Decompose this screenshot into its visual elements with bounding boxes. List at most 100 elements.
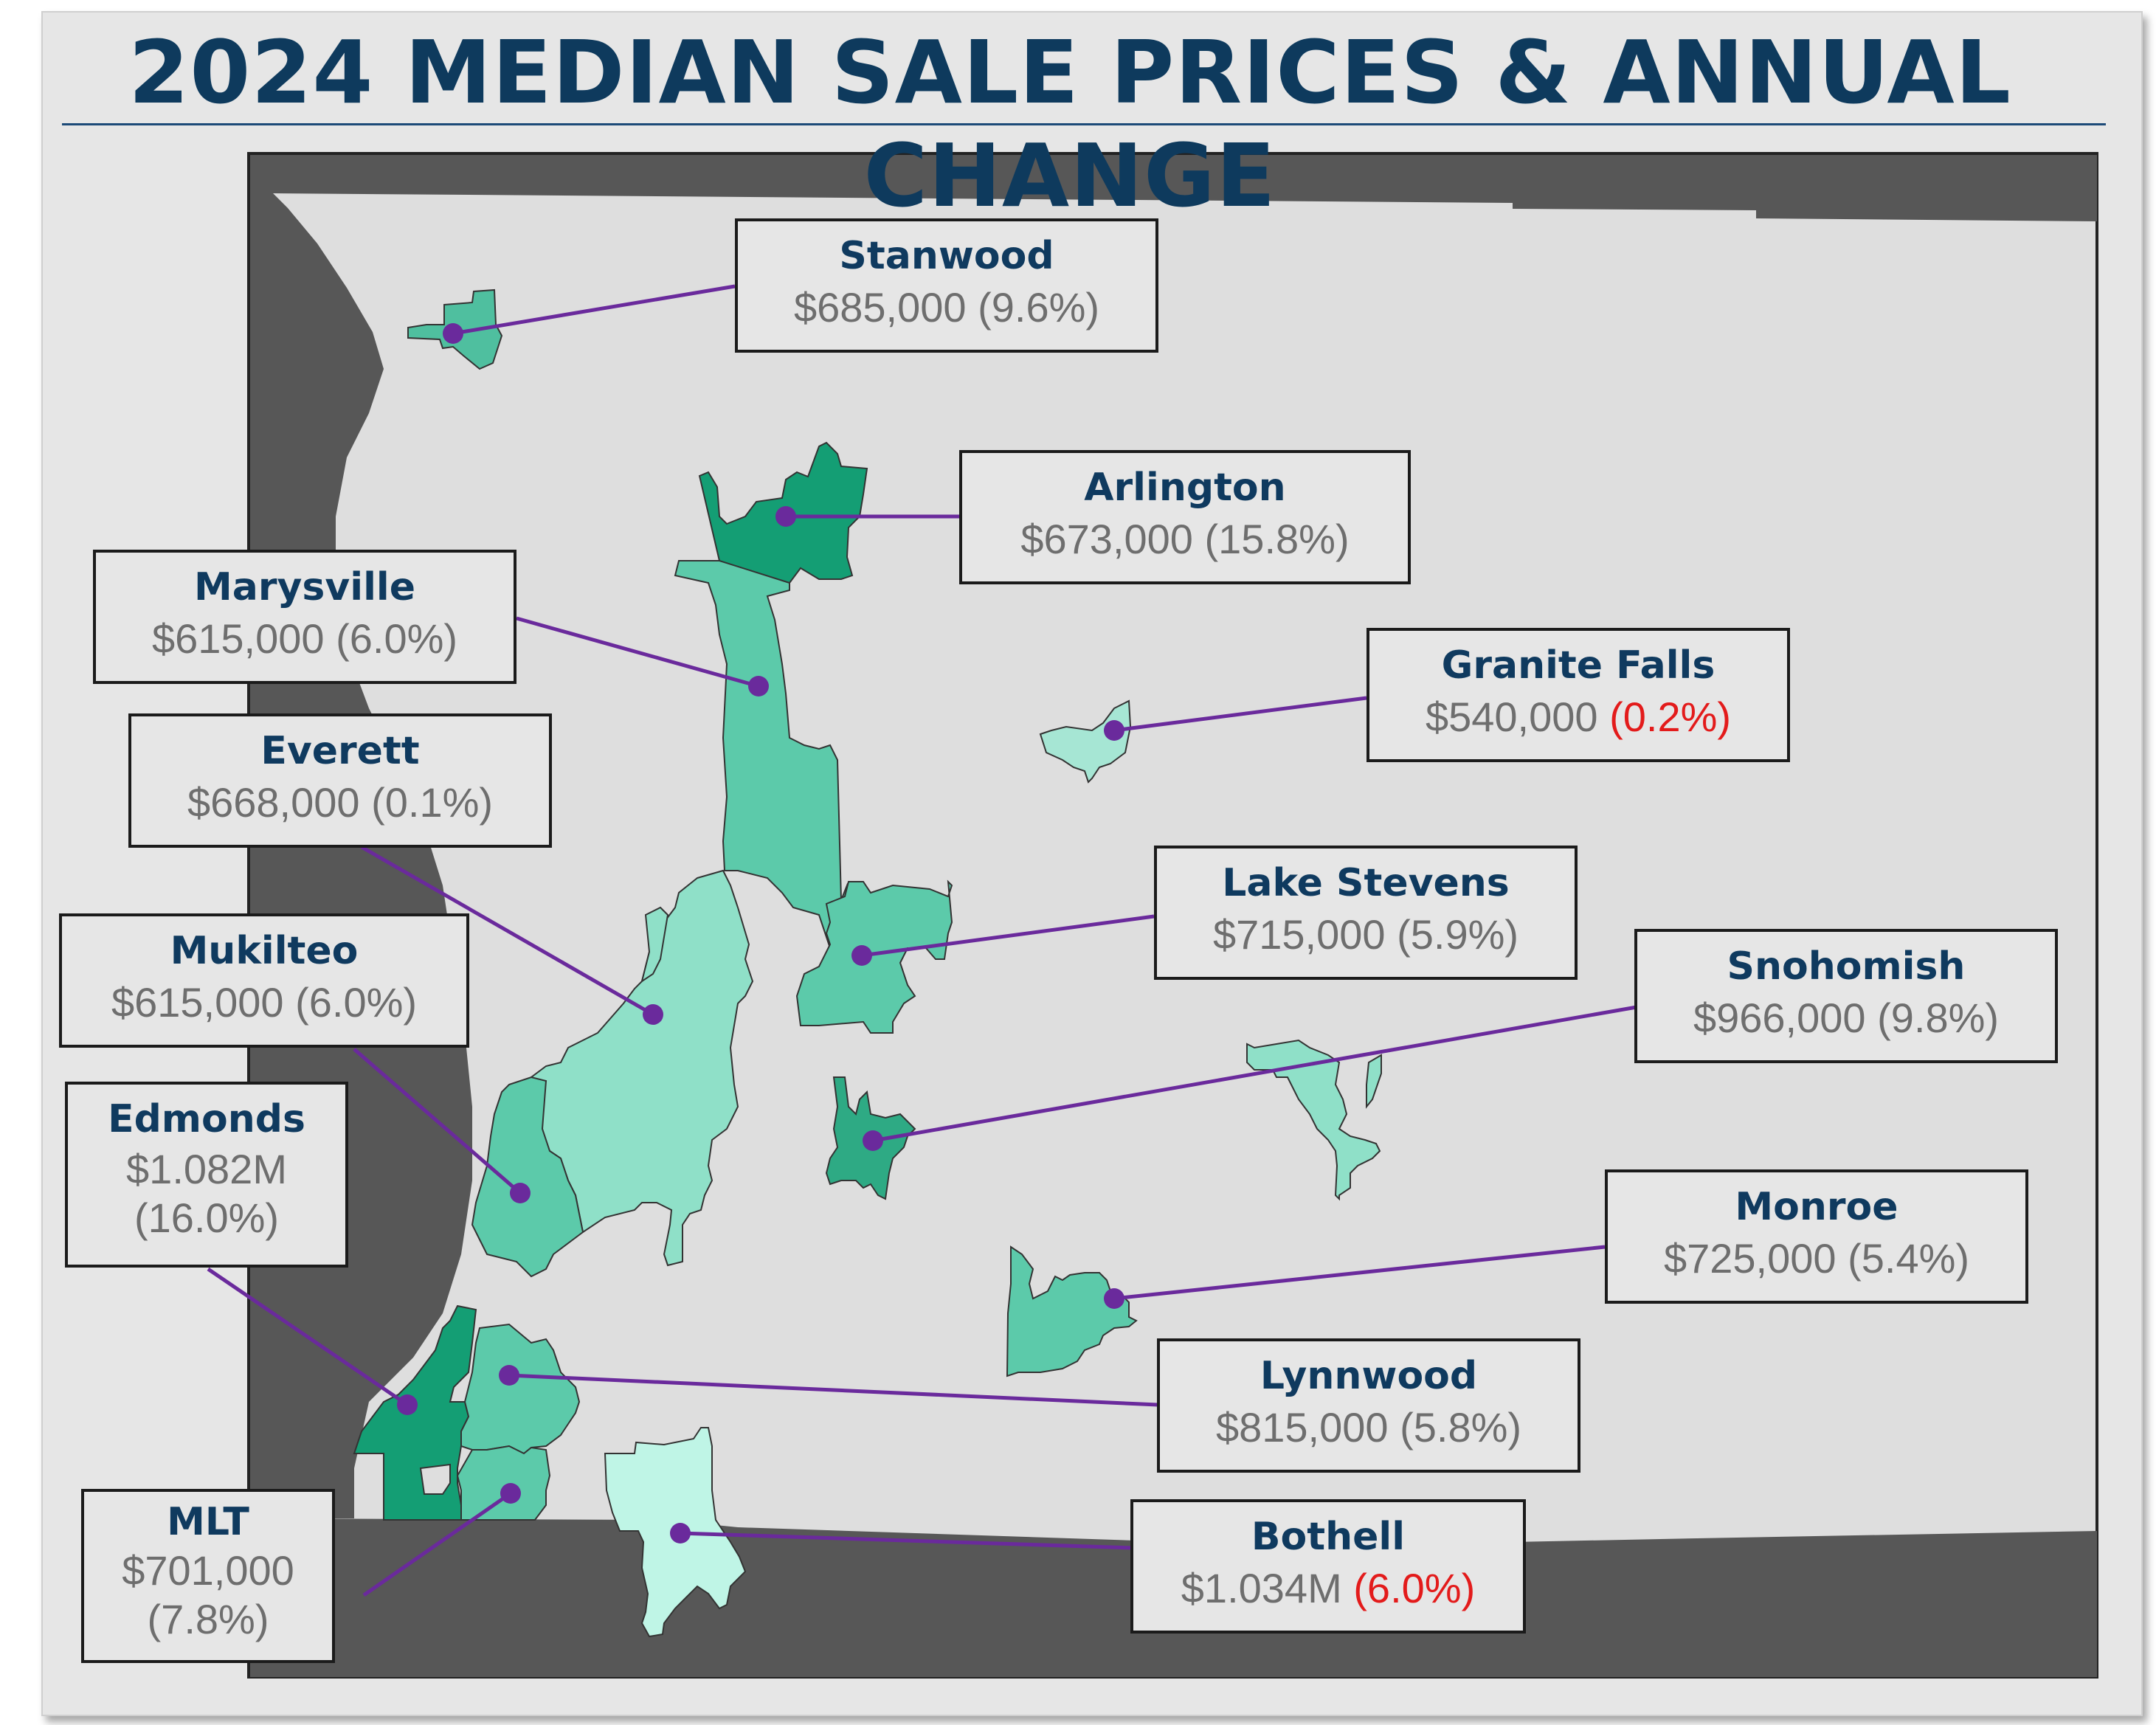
- callout-stanwood: Stanwood $685,000 (9.6%): [735, 218, 1158, 353]
- city-name: Snohomish: [1727, 944, 1966, 989]
- price: $815,000: [1215, 1404, 1389, 1451]
- price-line: $685,000 (9.6%): [738, 282, 1155, 333]
- annual-change: (5.4%): [1848, 1235, 1970, 1282]
- price-line: $815,000 (5.8%): [1160, 1402, 1578, 1453]
- city-name: Granite Falls: [1441, 643, 1716, 688]
- city-name: Bothell: [1251, 1515, 1406, 1559]
- leader-monroe: [1113, 1245, 1606, 1301]
- price: $701,000: [122, 1547, 294, 1594]
- callout-everett: Everett $668,000 (0.1%): [128, 713, 552, 848]
- city-name: Edmonds: [108, 1097, 305, 1141]
- callout-lynnwood: Lynnwood $815,000 (5.8%): [1157, 1338, 1580, 1473]
- price: $1.034M: [1181, 1565, 1342, 1611]
- marker-arlington: [775, 506, 796, 527]
- marker-mlt: [500, 1483, 521, 1504]
- marker-monroe: [1104, 1288, 1124, 1309]
- city-name: Marysville: [194, 565, 415, 609]
- page-title: 2024 MEDIAN SALE PRICES & ANNUAL CHANGE: [128, 21, 2011, 227]
- callout-edmonds: Edmonds $1.082M (16.0%): [65, 1082, 348, 1268]
- marker-everett: [643, 1004, 663, 1025]
- leader-edmonds: [207, 1267, 409, 1407]
- price: $540,000: [1425, 694, 1598, 740]
- price: $1.082M: [126, 1146, 287, 1192]
- annual-change: (5.8%): [1400, 1404, 1522, 1451]
- callout-mukilteo: Mukilteo $615,000 (6.0%): [59, 913, 469, 1048]
- city-name: Lake Stevens: [1222, 861, 1510, 905]
- marker-lynnwood: [499, 1365, 519, 1386]
- callout-monroe: Monroe $725,000 (5.4%): [1605, 1169, 2028, 1304]
- callout-granite-falls: Granite Falls $540,000 (0.2%): [1366, 628, 1790, 762]
- leader-bothell: [680, 1531, 1134, 1550]
- city-name: Mukilteo: [170, 929, 359, 973]
- leader-marysville: [516, 616, 759, 688]
- title-underline: [62, 123, 2106, 125]
- price-line: $540,000 (0.2%): [1369, 691, 1787, 743]
- city-name: Everett: [260, 729, 420, 773]
- city-name: Monroe: [1735, 1185, 1898, 1229]
- callout-mlt: MLT $701,000 (7.8%): [81, 1489, 335, 1663]
- price: $966,000: [1693, 995, 1866, 1041]
- price-line: $615,000 (6.0%): [96, 613, 514, 665]
- price-line: $966,000 (9.8%): [1637, 992, 2055, 1044]
- marker-marysville: [748, 676, 769, 696]
- leader-everett: [360, 845, 654, 1017]
- callout-marysville: Marysville $615,000 (6.0%): [93, 550, 516, 684]
- annual-change: (6.0%): [336, 615, 458, 662]
- marker-edmonds: [397, 1394, 418, 1415]
- lynnwood-area: [460, 1323, 581, 1455]
- price: $725,000: [1663, 1235, 1837, 1282]
- markers: [397, 323, 1124, 1543]
- everett-north-strip: [640, 906, 669, 984]
- price-line: $668,000 (0.1%): [131, 777, 549, 829]
- leader-lynnwood: [508, 1373, 1158, 1407]
- annual-change: (16.0%): [134, 1195, 280, 1241]
- leader-mlt: [362, 1491, 512, 1597]
- annual-change: (6.0%): [295, 979, 418, 1026]
- price: $615,000: [111, 979, 284, 1026]
- annual-change: (0.1%): [371, 779, 494, 826]
- annual-change: (9.8%): [1877, 995, 2000, 1041]
- mlt-area: [456, 1445, 551, 1521]
- annual-change: (7.8%): [147, 1596, 269, 1642]
- price: $673,000: [1020, 516, 1193, 562]
- price-line: $725,000 (5.4%): [1608, 1233, 2025, 1285]
- east-snohomish-stub: [1366, 1054, 1382, 1109]
- marker-bothell: [670, 1523, 691, 1543]
- mukilteo-area: [471, 1076, 584, 1278]
- marker-granite-falls: [1104, 720, 1124, 741]
- leader-stanwood: [452, 284, 736, 336]
- price-line: $615,000 (6.0%): [62, 977, 466, 1029]
- callout-snohomish: Snohomish $966,000 (9.8%): [1634, 929, 2058, 1063]
- lake-stevens-area: [795, 879, 953, 1034]
- leader-lines: [207, 284, 1637, 1597]
- price-line: $715,000 (5.9%): [1157, 909, 1575, 961]
- granite-falls-area: [1039, 699, 1132, 784]
- annual-change: (15.8%): [1204, 516, 1350, 562]
- city-name: Arlington: [1084, 466, 1286, 510]
- callout-lake-stevens: Lake Stevens $715,000 (5.9%): [1154, 846, 1578, 980]
- leader-mukilteo: [353, 1048, 522, 1195]
- annual-change: (5.9%): [1397, 911, 1519, 958]
- city-name: Lynnwood: [1260, 1354, 1478, 1398]
- edmonds-inset: [419, 1463, 451, 1495]
- city-name: MLT: [167, 1500, 249, 1544]
- marker-lake-stevens: [851, 945, 872, 966]
- price: $615,000: [151, 615, 325, 662]
- annual-change: (6.0%): [1353, 1565, 1476, 1611]
- price: $668,000: [187, 779, 360, 826]
- price-line: $1.034M (6.0%): [1133, 1563, 1523, 1614]
- marker-snohomish: [863, 1130, 883, 1151]
- city-name: Stanwood: [839, 234, 1054, 278]
- annual-change: (0.2%): [1609, 694, 1732, 740]
- price: $715,000: [1212, 911, 1386, 958]
- leader-snohomish: [872, 1005, 1637, 1143]
- marker-stanwood: [443, 323, 463, 344]
- callout-arlington: Arlington $673,000 (15.8%): [959, 450, 1411, 584]
- everett-area: [531, 869, 754, 1267]
- marker-mukilteo: [510, 1183, 531, 1203]
- price-line: $673,000 (15.8%): [962, 514, 1408, 565]
- annual-change: (9.6%): [978, 284, 1100, 331]
- leader-granite-falls: [1113, 696, 1367, 733]
- leader-lake-stevens: [861, 914, 1155, 958]
- callout-bothell: Bothell $1.034M (6.0%): [1130, 1499, 1526, 1634]
